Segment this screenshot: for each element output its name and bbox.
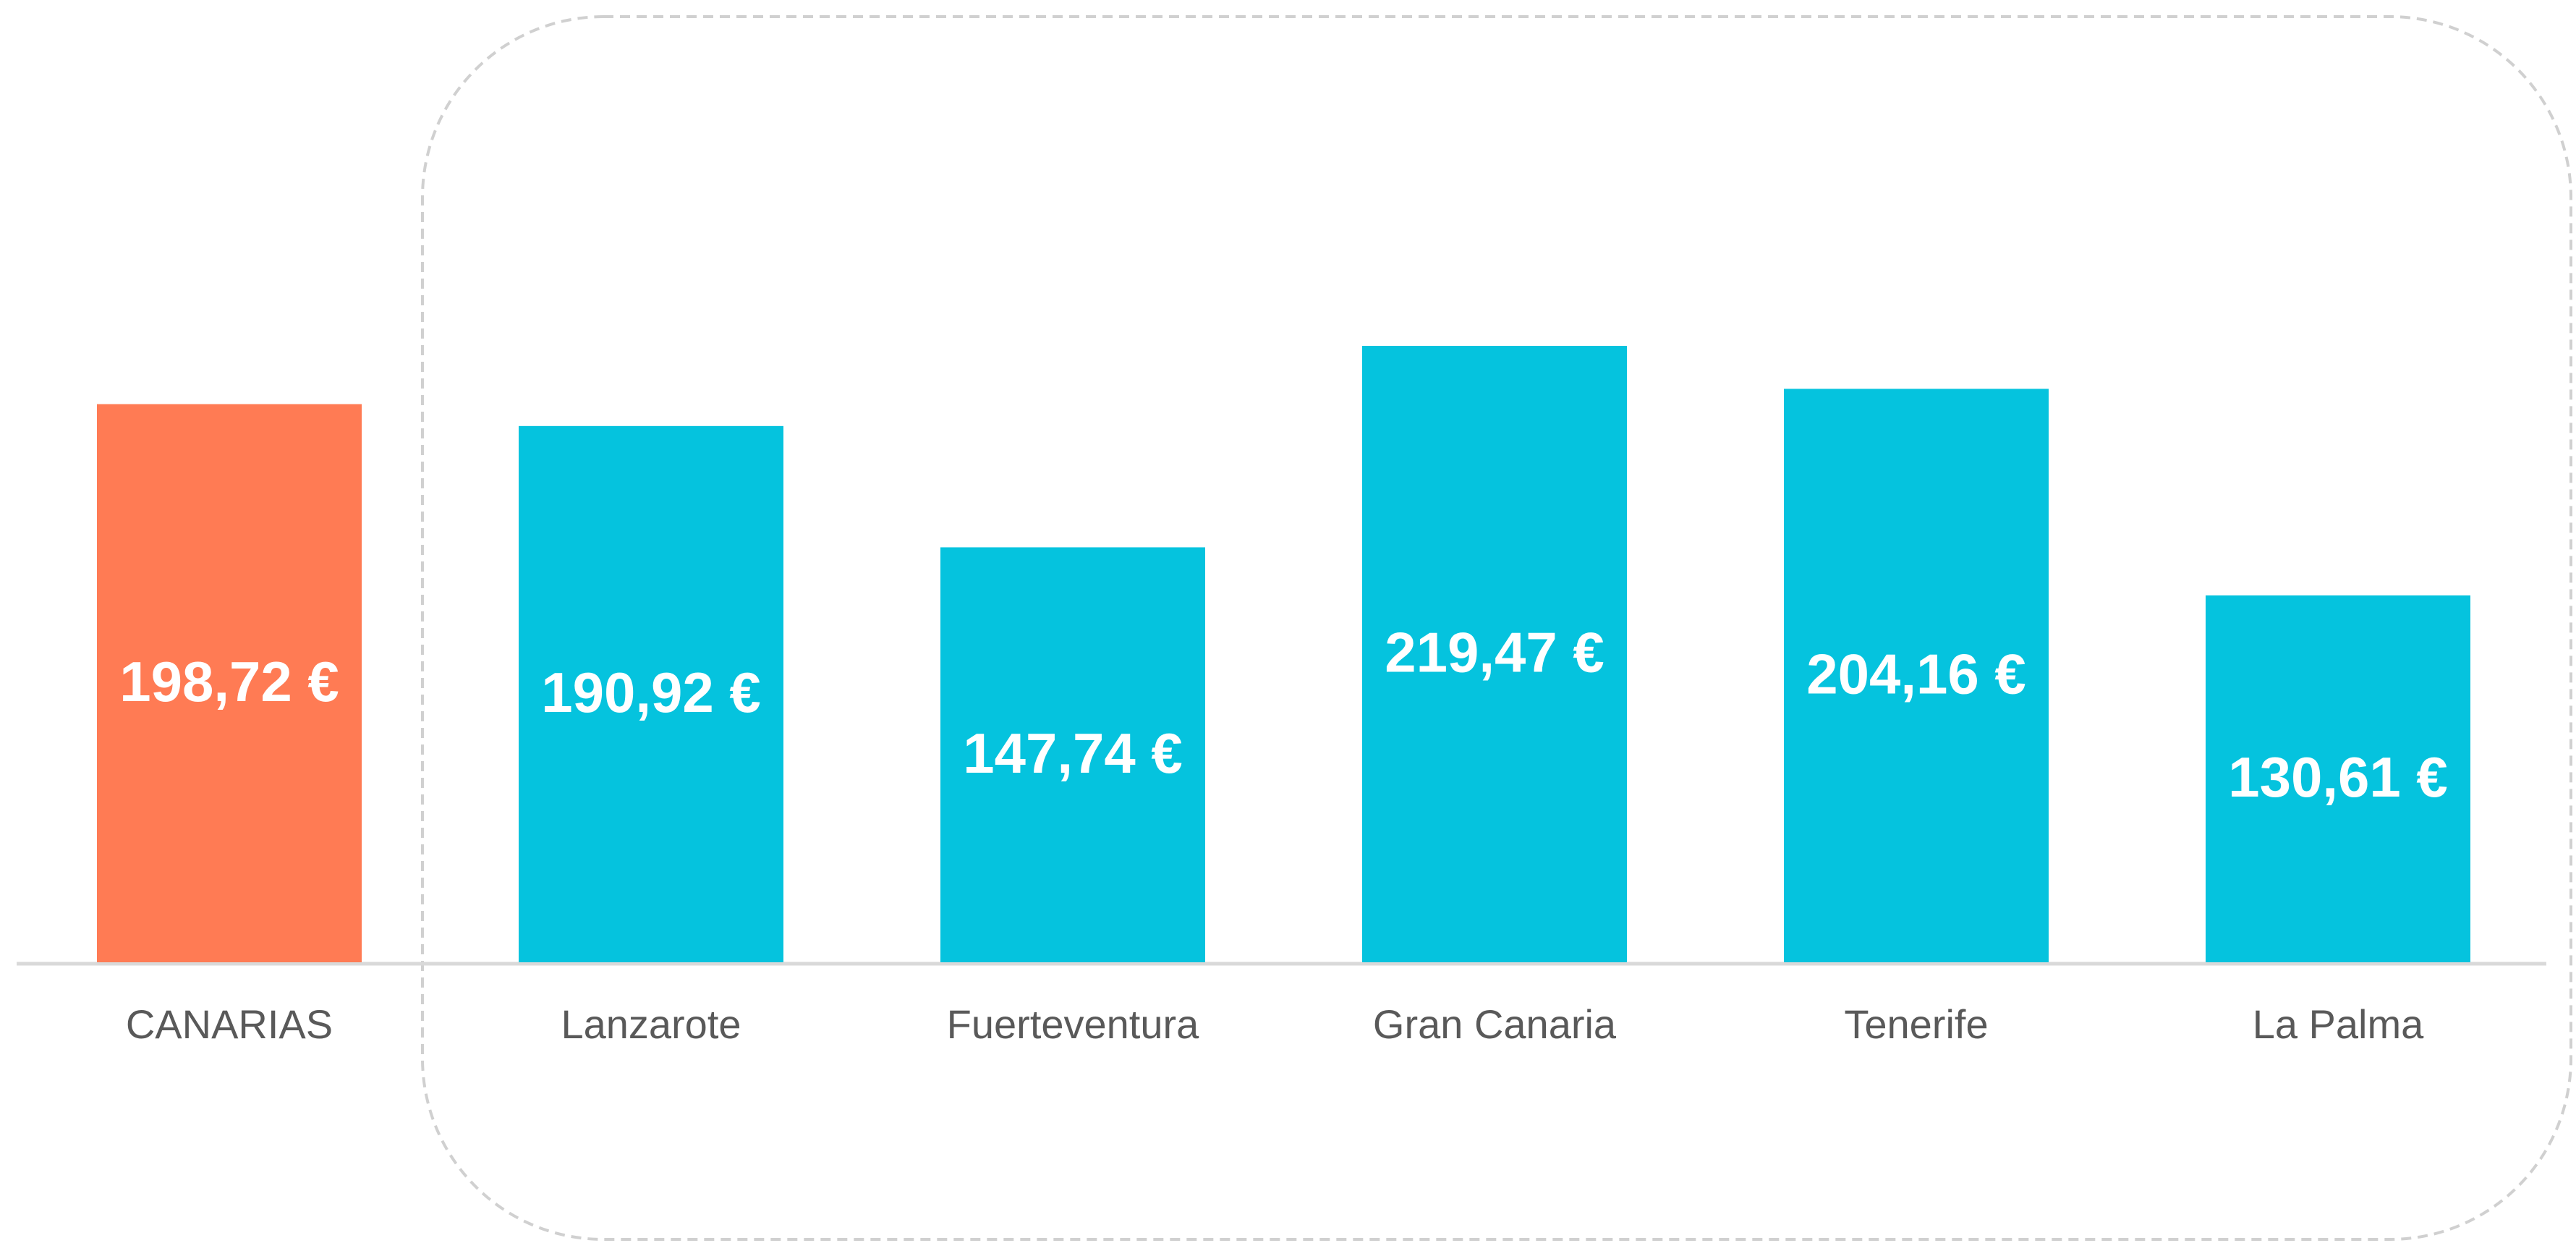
x-tick-label: CANARIAS [126,1001,333,1047]
x-tick-label: Gran Canaria [1373,1001,1617,1047]
data-label: 198,72 € [119,650,339,713]
data-label: 219,47 € [1385,621,1604,684]
data-label: 147,74 € [963,721,1183,785]
x-tick-label: La Palma [2253,1001,2424,1047]
x-tick-label: Lanzarote [561,1001,741,1047]
group-frame [421,15,2572,1241]
data-label: 130,61 € [2228,745,2448,809]
bar [940,547,1205,962]
data-label: 190,92 € [541,661,761,724]
bar [97,404,362,962]
x-tick-label: Tenerife [1844,1001,1988,1047]
bar [1784,389,2049,962]
bar [1362,346,1627,962]
data-label: 204,16 € [1806,642,2026,705]
bar [2206,595,2470,962]
bar [519,425,783,962]
x-tick-label: Fuerteventura [947,1001,1199,1047]
